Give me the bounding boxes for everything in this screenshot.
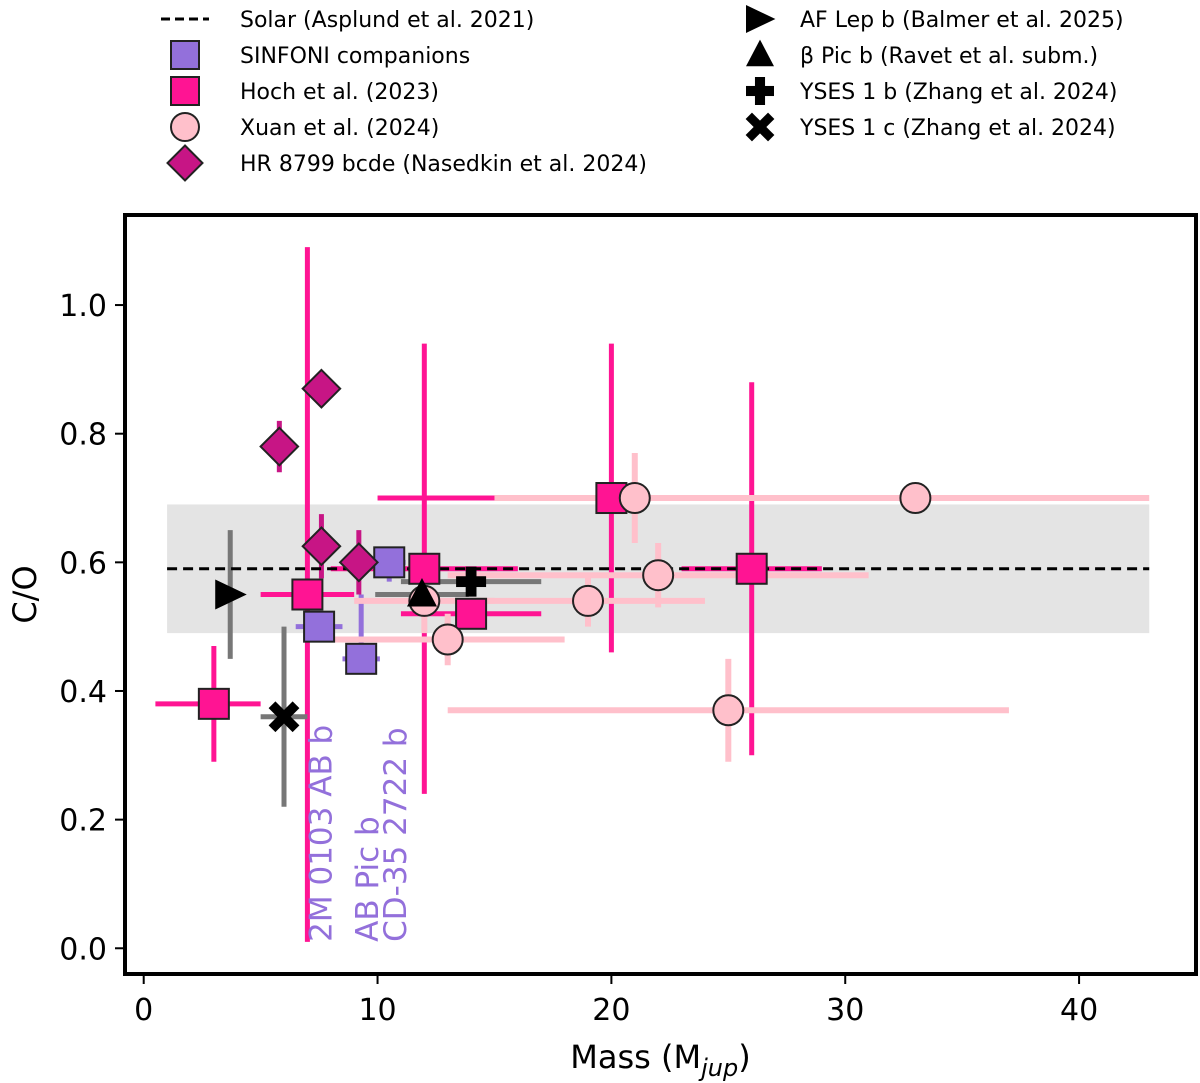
legend-solar-asplund-et-al-2021-label: Solar (Asplund et al. 2021) [240,8,534,33]
legend-yses-1-c-zhang-et-al-2024-marker-b [745,112,775,142]
y-tick-label: 0.4 [59,675,107,710]
legend-pic-b-ravet-et-al-subm-label: β Pic b (Ravet et al. subm.) [800,44,1098,69]
y-tick-label: 0.0 [59,932,107,967]
hr-8799-bcde-nasedkin-et-al-2024-point [301,526,342,567]
hr-8799-bcde-nasedkin-et-al-2024-point [301,368,342,409]
yses-1-b-zhang-et-al-2024-point [456,566,487,597]
legend-yses-1-b-zhang-et-al-2024-label: YSES 1 b (Zhang et al. 2024) [799,80,1118,105]
xuan-et-al-2024-point [618,482,651,515]
legend-sinfoni-companions-marker [170,40,200,70]
legend-hr-8799-bcde-nasedkin-et-al-2024-label: HR 8799 bcde (Nasedkin et al. 2024) [240,152,647,177]
yses-1-c-zhang-et-al-2024-point [268,701,300,733]
hoch-et-al-2023-point [197,687,230,720]
hoch-et-al-2023-point [735,552,768,585]
legend-yses-1-b-zhang-et-al-2024-marker-v [754,77,766,105]
x-tick-label: 0 [134,993,153,1028]
y-tick-label: 0.2 [59,804,107,839]
xuan-et-al-2024-point [899,482,932,515]
y-tick-label: 0.8 [59,418,107,453]
annotation-2m-0103-ab-b: 2M 0103 AB b [303,725,339,942]
x-tick-label: 20 [592,993,630,1028]
y-axis-label: C/O [6,565,44,623]
legend-af-lep-b-balmer-et-al-2025-label: AF Lep b (Balmer et al. 2025) [800,8,1124,33]
plot-area: 0 10 20 30 40 0.0 0.2 0.4 0.6 0.8 1.0 2M 0103 AB … [59,213,1198,1028]
sinfoni-companions-point [373,546,406,579]
xuan-et-al-2024-point [431,623,464,656]
x-axis-label-sub: jup [698,1054,738,1082]
hoch-et-al-2023-point [408,552,441,585]
markers [197,368,932,733]
y-tick-label: 1.0 [59,289,107,324]
x-tick-label: 30 [826,993,864,1028]
plot-frame [123,213,1198,976]
yses-1-b-zhang-et-al-2024-point-v [465,566,477,597]
x-axis-label-close: ) [738,1038,750,1076]
xuan-et-al-2024-point [712,694,745,727]
legend-af-lep-b-balmer-et-al-2025-marker [746,5,776,33]
yses-1-c-zhang-et-al-2024-point-b [268,701,300,733]
legend-xuan-et-al-2024-marker [170,112,200,142]
legend-hoch-et-al-2023-marker [170,76,200,106]
pic-b-ravet-et-al-subm-point [406,578,437,607]
annotation-ab-pic-b: AB Pic b [350,816,386,942]
x-axis: 0 10 20 30 40 [134,974,1098,1028]
legend-xuan-et-al-2024-label: Xuan et al. (2024) [240,116,439,141]
af-lep-b-balmer-et-al-2025-point [215,579,247,610]
hoch-et-al-2023-point [455,597,488,630]
hr-8799-bcde-nasedkin-et-al-2024-point [259,426,300,467]
x-axis-label-main: Mass (M [570,1038,701,1076]
sinfoni-companions-point [303,610,336,643]
x-tick-label: 10 [358,993,396,1028]
annotations: 2M 0103 AB b AB Pic bCD-35 2722 b [303,725,414,942]
legend-hoch-et-al-2023-label: Hoch et al. (2023) [240,80,439,105]
xuan-et-al-2024-point [572,584,605,617]
annotation-cd-35-2722-b: CD-35 2722 b [378,727,414,941]
hoch-et-al-2023-point [291,578,324,611]
legend-yses-1-b-zhang-et-al-2024-marker [746,77,774,105]
legend: Solar (Asplund et al. 2021) SINFONI compa… [161,5,1124,182]
x-axis-label: Mass (Mjup) [570,1038,750,1082]
legend-yses-1-c-zhang-et-al-2024-label: YSES 1 c (Zhang et al. 2024) [799,116,1116,141]
xuan-et-al-2024-point [642,559,675,592]
hr-8799-bcde-nasedkin-et-al-2024-point [338,542,380,583]
legend-hr-8799-bcde-nasedkin-et-al-2024-marker [166,144,204,182]
legend-yses-1-c-zhang-et-al-2024-marker [745,112,775,142]
sinfoni-companions-point [345,642,378,675]
x-tick-label: 40 [1060,993,1098,1028]
y-tick-label: 0.6 [59,546,107,581]
legend-pic-b-ravet-et-al-subm-marker [746,39,774,67]
legend-sinfoni-companions-label: SINFONI companions [240,44,470,69]
y-axis: 0.0 0.2 0.4 0.6 0.8 1.0 [59,289,125,967]
